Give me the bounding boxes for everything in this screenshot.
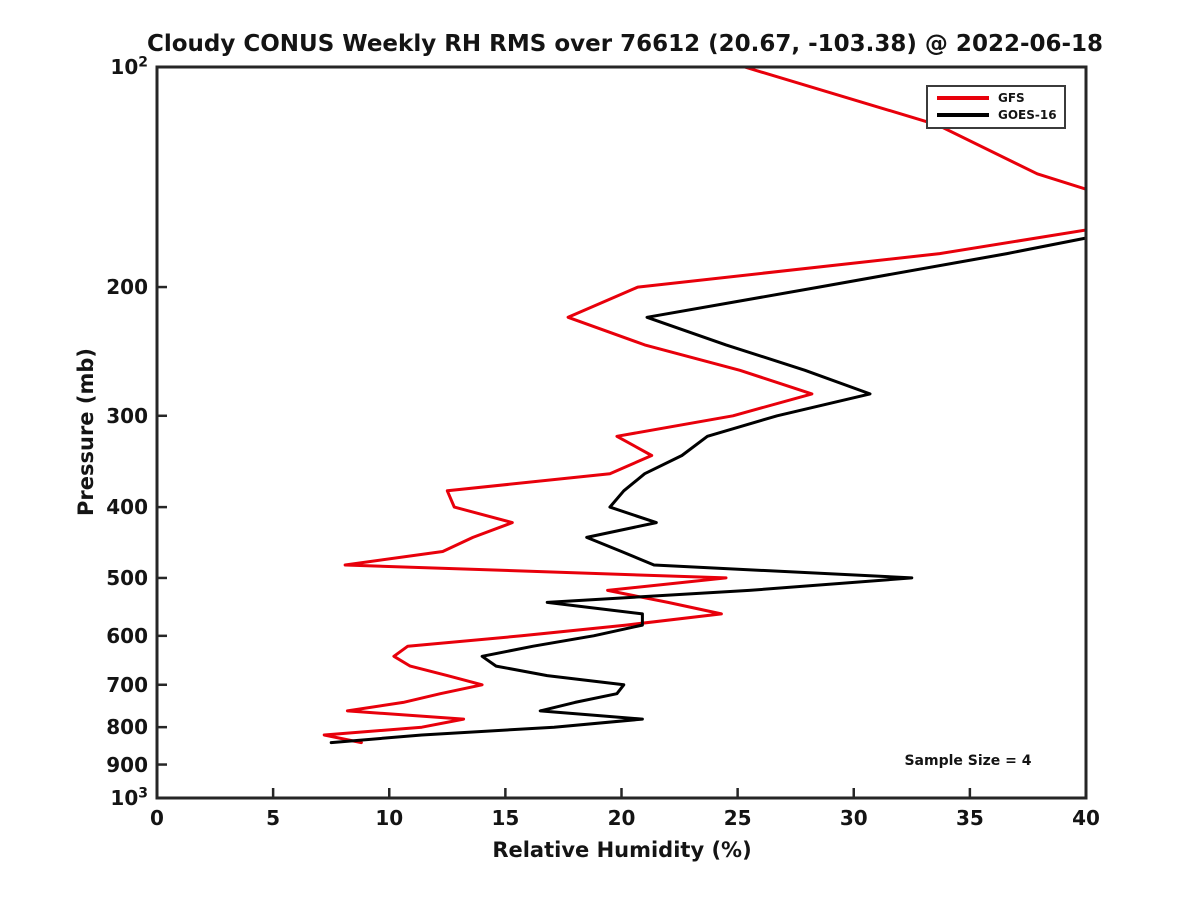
x-tick-label: 40 — [1072, 806, 1100, 830]
y-tick-label: 103 — [110, 785, 148, 810]
y-tick-label: 400 — [106, 495, 148, 520]
x-tick-label: 0 — [150, 806, 164, 830]
x-tick-label: 30 — [839, 806, 868, 830]
y-tick-label: 300 — [106, 403, 148, 428]
y-tick-label: 900 — [106, 752, 148, 777]
axes-frame — [155, 65, 1088, 800]
x-tick-label: 25 — [723, 806, 752, 830]
legend-label-goes16: GOES-16 — [998, 108, 1057, 122]
legend: GFS GOES-16 — [926, 85, 1066, 129]
legend-item-gfs: GFS — [937, 91, 1055, 105]
goes16-line — [329, 236, 1086, 745]
gfs-line — [322, 65, 1086, 745]
y-tick-label: 200 — [106, 275, 148, 300]
goes16-line-swatch — [937, 113, 989, 117]
gfs-line-swatch — [937, 96, 989, 100]
x-tick-label: 35 — [955, 806, 984, 830]
y-tick-label: 600 — [106, 623, 148, 648]
legend-label-gfs: GFS — [998, 91, 1025, 105]
chart-title: Cloudy CONUS Weekly RH RMS over 76612 (2… — [146, 31, 1104, 57]
x-tick-label: 20 — [607, 806, 636, 830]
sample-size-annotation: Sample Size = 4 — [904, 753, 1032, 769]
x-tick-label: 5 — [266, 806, 281, 830]
x-tick-label: 10 — [375, 806, 404, 830]
y-tick-label: 102 — [110, 54, 148, 79]
legend-item-goes16: GOES-16 — [937, 108, 1057, 122]
y-tick-label: 500 — [106, 565, 148, 590]
x-tick-label: 15 — [491, 806, 520, 830]
y-tick-label: 800 — [106, 715, 148, 740]
y-tick-label: 700 — [106, 672, 148, 697]
x-axis-title: Relative Humidity (%) — [492, 838, 752, 862]
